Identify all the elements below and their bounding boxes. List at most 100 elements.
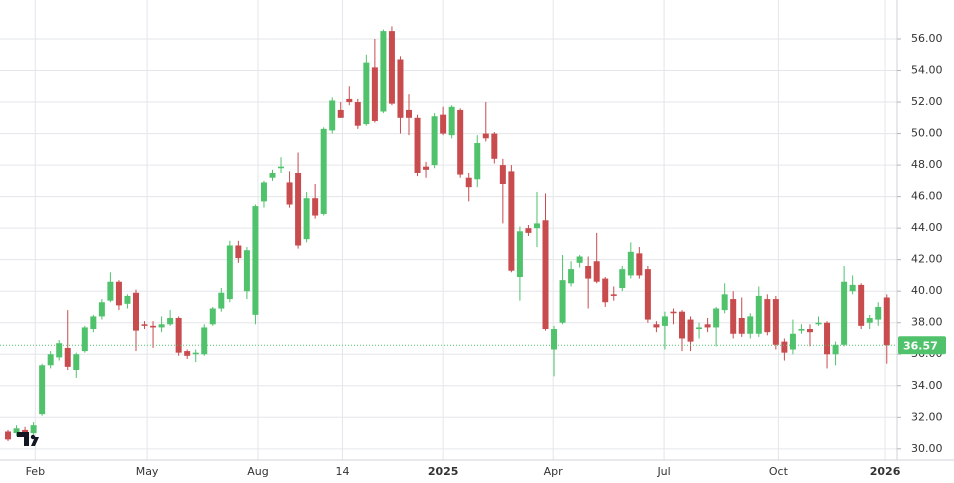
y-tick-label: 44.00	[911, 221, 943, 234]
candle-body	[371, 67, 378, 121]
candle-body	[568, 269, 575, 284]
candle-body	[508, 171, 515, 271]
candle-body	[602, 278, 609, 303]
x-tick-label: 14	[335, 465, 349, 478]
y-tick-label: 48.00	[911, 158, 943, 171]
candle-body	[730, 299, 737, 334]
candle-body	[5, 431, 12, 440]
candle-body	[380, 31, 387, 112]
candle-body	[64, 347, 71, 367]
candle-body	[47, 354, 54, 366]
candle-body	[431, 116, 438, 166]
candle-body	[405, 109, 412, 118]
y-tick-label: 46.00	[911, 190, 943, 203]
y-tick-label: 32.00	[911, 410, 943, 423]
candle-body	[713, 308, 720, 328]
candle-body	[175, 317, 182, 353]
candle-body	[303, 198, 310, 240]
candle-body	[115, 281, 122, 306]
candle-body	[525, 228, 532, 233]
candle-body	[798, 329, 805, 331]
candle-body	[653, 324, 660, 328]
candle-body	[98, 302, 105, 317]
candle-body	[491, 133, 498, 159]
candle-body	[499, 165, 506, 185]
candle-body	[619, 269, 626, 289]
candle-body	[661, 316, 668, 326]
candle-body	[474, 143, 481, 180]
candle-body	[13, 428, 20, 434]
candle-body	[354, 102, 361, 126]
candle-body	[337, 109, 344, 118]
y-tick-label: 34.00	[911, 379, 943, 392]
candle-body	[81, 327, 88, 352]
last-price-label: 36.57	[903, 339, 938, 352]
y-tick-label: 52.00	[911, 95, 943, 108]
candle-body	[209, 308, 216, 325]
candle-body	[167, 317, 174, 325]
candle-body	[252, 206, 259, 315]
candle-body	[457, 109, 464, 175]
candle-body	[440, 114, 447, 134]
x-tick-label: Feb	[26, 465, 45, 478]
candle-body	[235, 245, 242, 259]
candle-body	[679, 311, 686, 339]
candle-body	[465, 177, 472, 188]
candle-body	[764, 299, 771, 333]
candle-body	[226, 245, 233, 300]
candle-body	[644, 269, 651, 320]
candle-body	[576, 256, 583, 263]
candle-body	[124, 295, 131, 304]
x-tick-label: Oct	[769, 465, 789, 478]
candle-body	[806, 329, 813, 333]
candle-body	[696, 327, 703, 330]
candle-body	[363, 62, 370, 125]
candle-body	[286, 182, 293, 205]
candle-body	[636, 253, 643, 276]
candle-body	[448, 106, 455, 136]
candles	[0, 26, 897, 446]
candle-body	[39, 365, 46, 415]
candle-body	[585, 265, 592, 279]
candle-body	[627, 251, 634, 276]
axis-labels: 30.0032.0034.0036.0038.0040.0042.0044.00…	[26, 32, 946, 478]
candle-body	[201, 327, 208, 355]
candle-body	[320, 128, 327, 214]
candle-body	[132, 292, 139, 331]
candle-body	[73, 354, 80, 371]
candle-body	[841, 281, 848, 345]
candle-body	[423, 166, 430, 170]
grid	[0, 0, 897, 460]
candle-body	[329, 100, 336, 131]
candle-body	[260, 182, 267, 202]
y-tick-label: 42.00	[911, 253, 943, 266]
candle-body	[397, 59, 404, 118]
y-tick-label: 30.00	[911, 442, 943, 455]
candle-body	[269, 172, 276, 178]
candle-body	[883, 297, 890, 346]
candle-body	[141, 324, 148, 326]
candle-body	[866, 317, 873, 323]
candle-body	[150, 325, 157, 328]
candle-body	[593, 261, 600, 282]
candle-body	[516, 231, 523, 278]
candle-body	[875, 306, 882, 320]
candle-body	[781, 341, 788, 353]
candle-body	[559, 280, 566, 323]
x-tick-label: May	[136, 465, 159, 478]
last-price-box	[898, 336, 946, 355]
candle-body	[721, 294, 728, 311]
candle-body	[414, 117, 421, 173]
candle-body	[670, 311, 677, 314]
y-tick-label: 50.00	[911, 127, 943, 140]
candle-body	[824, 322, 831, 355]
candle-body	[772, 299, 779, 345]
x-tick-label: Jul	[656, 465, 670, 478]
candle-body	[747, 316, 754, 334]
candle-body	[551, 329, 558, 350]
candle-body	[482, 133, 489, 139]
candle-body	[192, 352, 199, 355]
candle-body	[158, 324, 165, 328]
logo	[17, 432, 39, 446]
